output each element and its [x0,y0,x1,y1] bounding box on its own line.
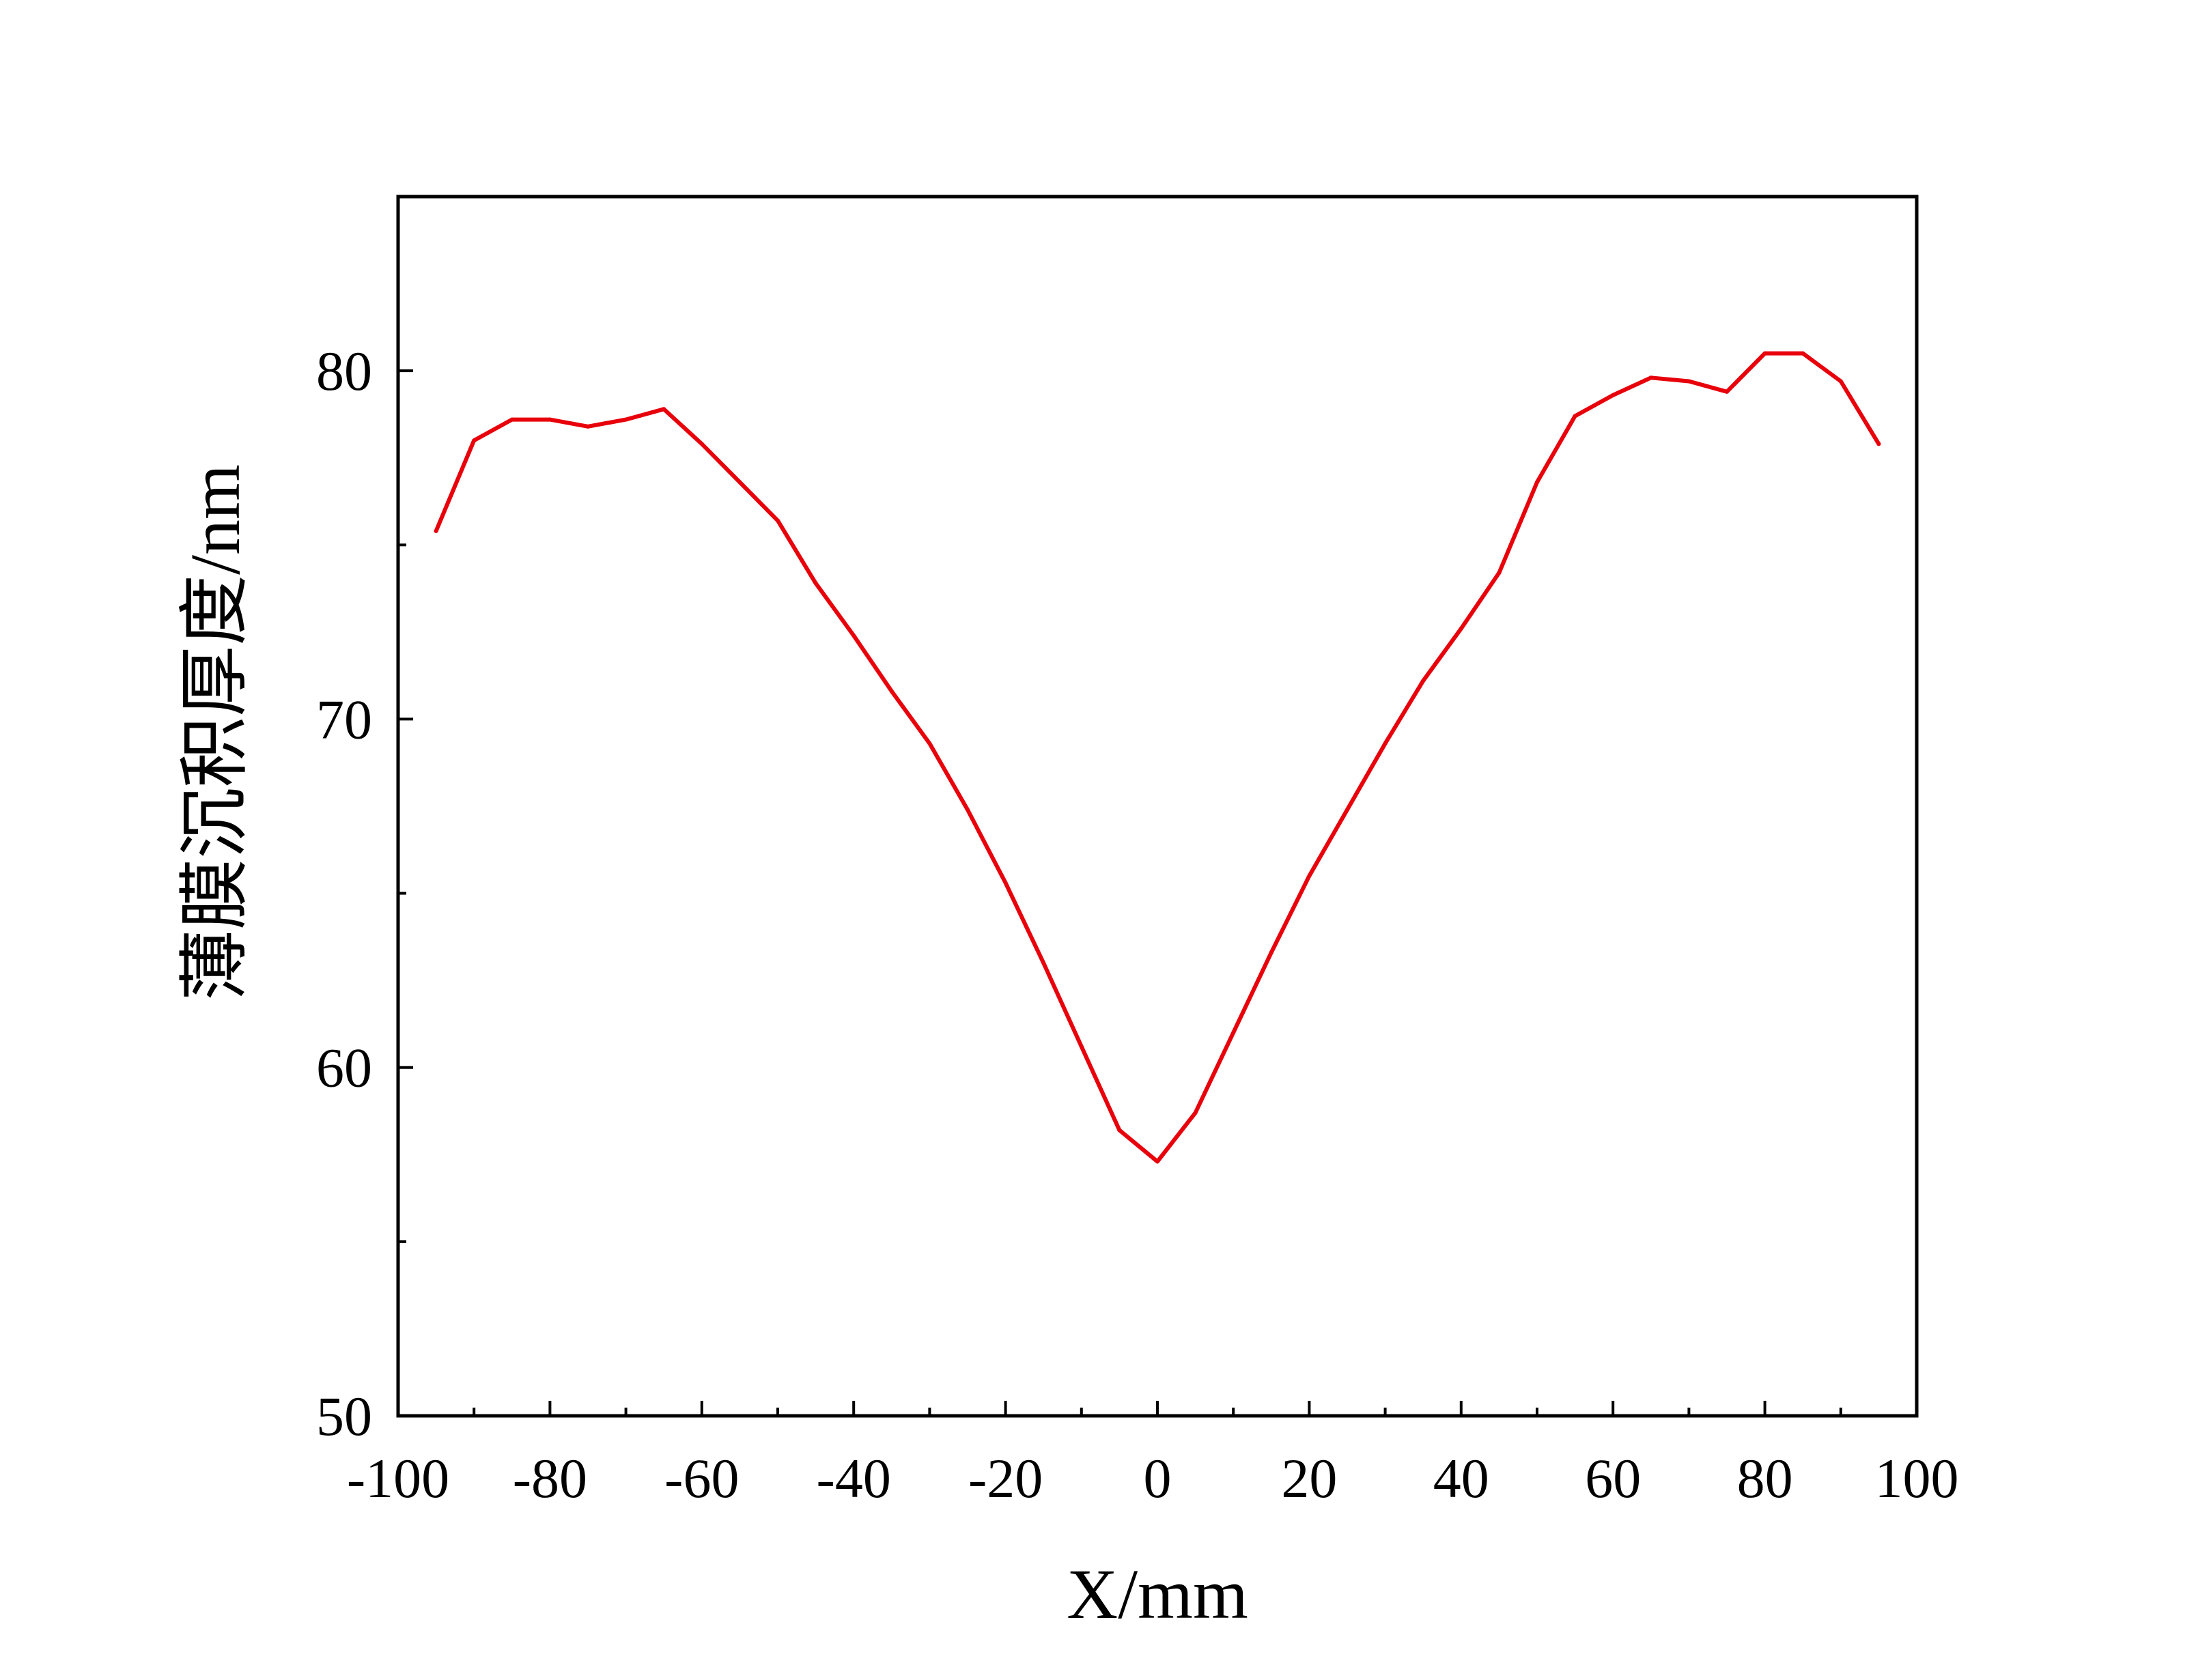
data-point [548,417,552,422]
data-point [776,518,780,523]
data-point [813,581,818,586]
x-tick-label: 80 [1737,1447,1793,1509]
y-tick-label: 70 [316,688,372,750]
data-point [889,689,894,694]
data-point [737,480,742,485]
data-point [1117,1128,1122,1133]
x-tick-label: 20 [1281,1447,1337,1509]
data-point [1573,414,1577,418]
data-point [1762,351,1767,356]
data-point [1345,808,1349,812]
data-point [1231,1030,1236,1035]
data-point [1383,741,1388,746]
labels-layer: -100 -80 -60 -40 -20 0 20 40 60 80 100 50 60 70 80 [316,340,1959,1509]
data-point [623,417,628,422]
data-point [434,528,438,533]
data-point [472,438,477,443]
x-tick-label: -60 [664,1447,739,1509]
x-tick-label: -100 [347,1447,449,1509]
plot-layer [434,351,1881,1164]
data-point [1041,960,1046,965]
x-tick-label: -20 [968,1447,1043,1509]
y-tick-label: 80 [316,340,372,402]
data-point [1611,393,1616,397]
x-tick-label: 40 [1433,1447,1489,1509]
data-point [586,424,590,429]
data-point [1497,571,1502,575]
data-point [509,417,514,422]
plot-frame [396,195,1919,1418]
data-point [1535,480,1539,485]
x-tick-label: -80 [513,1447,587,1509]
data-point [966,808,970,812]
data-point [1079,1044,1084,1049]
data-point [851,633,856,638]
data-point [1307,874,1312,879]
data-point [1193,1111,1198,1115]
data-point [1687,379,1691,384]
data-point [662,407,666,412]
x-tick-label: -40 [817,1447,891,1509]
data-point [699,442,704,446]
y-tick-label: 60 [316,1037,372,1099]
data-point [1876,442,1881,446]
x-tick-label: 0 [1144,1447,1172,1509]
data-point [927,741,932,746]
data-point [1459,626,1463,631]
data-point [1725,389,1729,394]
x-axis-title: X/mm [1067,1555,1248,1634]
x-tick-label: 60 [1585,1447,1641,1509]
data-point [1421,679,1426,683]
data-point [1155,1159,1159,1164]
data-point [1838,379,1843,384]
data-point [1003,881,1008,885]
y-tick-label: 50 [316,1385,372,1447]
data-point [1801,351,1805,356]
data-point [1648,375,1653,380]
y-axis-title: 薄膜沉积厚度/nm [176,464,255,1001]
data-point [1269,950,1273,955]
x-tick-label: 100 [1875,1447,1959,1509]
